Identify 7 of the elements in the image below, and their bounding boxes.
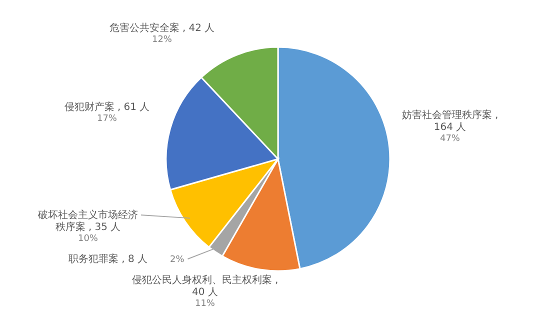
slice-label: 破坏社会主义市场经济秩序案 , 35 人 10% <box>37 209 138 244</box>
category-label: 职务犯罪案 , 8 人 <box>68 254 148 265</box>
text: 2% <box>170 255 184 265</box>
slice-label: 妨害社会管理秩序案 , 164 人 47% <box>402 109 498 144</box>
slice-label: 侵犯财产案 , 61 人 17% <box>64 101 150 124</box>
slice-label: 危害公共安全案 , 42 人 12% <box>109 22 215 45</box>
slice-label: 侵犯公民人身权利、民主权利案 , 40 人 11% <box>132 274 278 309</box>
